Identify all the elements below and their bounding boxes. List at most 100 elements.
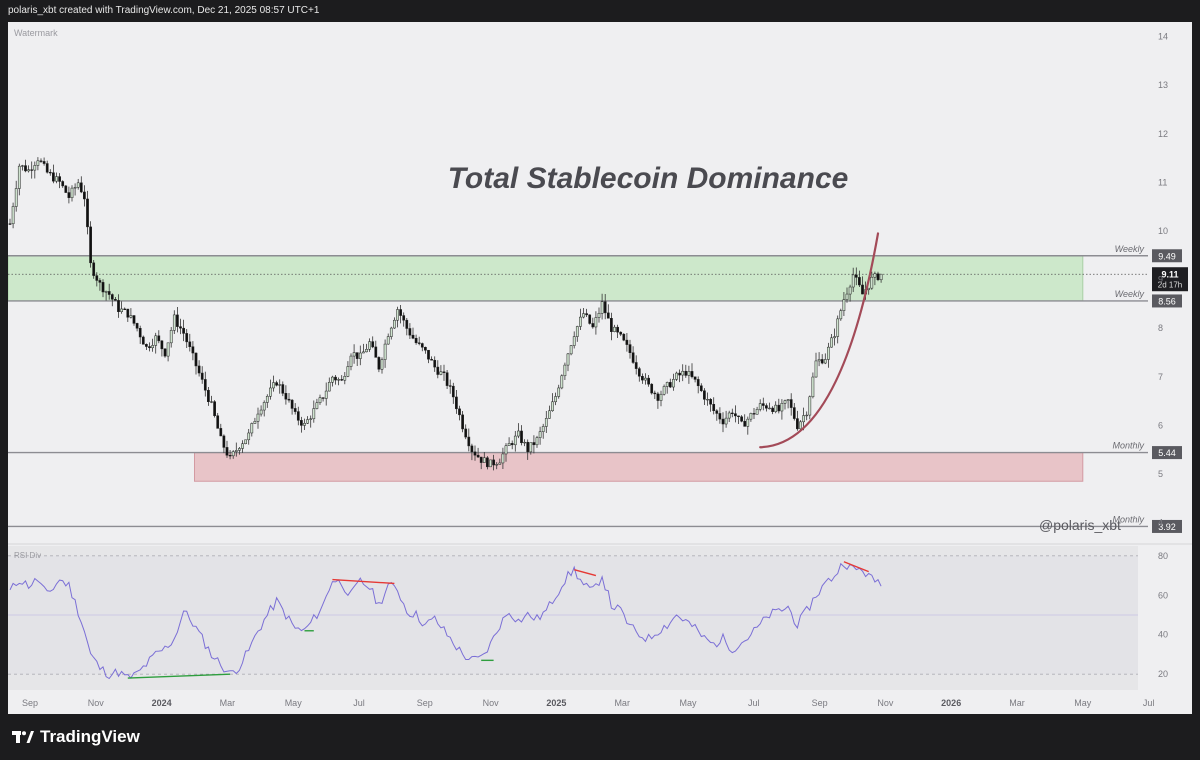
candle — [222, 434, 226, 454]
candle — [544, 411, 548, 433]
candle — [151, 338, 154, 352]
candle — [52, 164, 55, 184]
rsi-band-fill — [8, 555, 1138, 675]
candle — [200, 366, 204, 384]
candle — [693, 376, 697, 383]
candle — [610, 312, 613, 341]
candle — [48, 169, 52, 176]
candle — [836, 315, 840, 344]
candle — [433, 356, 437, 372]
candle — [262, 400, 266, 417]
candle — [861, 276, 864, 295]
rsi-y-tick-label: 60 — [1158, 590, 1168, 600]
candle — [495, 462, 499, 470]
candle — [430, 356, 433, 361]
candle — [265, 394, 269, 408]
x-tick-label: 2025 — [546, 698, 566, 708]
chart-title: Total Stablecoin Dominance — [448, 162, 849, 195]
candle — [730, 408, 734, 418]
candle — [641, 373, 644, 384]
candle — [64, 185, 68, 193]
rsi-y-tick-label: 80 — [1158, 551, 1168, 561]
candle — [238, 447, 241, 455]
candle — [851, 267, 855, 293]
candle — [420, 342, 424, 352]
candle — [86, 190, 89, 235]
y-tick-label: 11 — [1158, 177, 1167, 187]
candle — [870, 271, 874, 290]
candle — [761, 397, 765, 411]
candle — [309, 415, 313, 428]
candle — [486, 456, 489, 470]
candle — [334, 374, 337, 385]
candle — [8, 218, 12, 225]
candle — [709, 398, 712, 412]
level-badge — [1152, 446, 1182, 460]
candle — [244, 439, 247, 445]
candle — [802, 407, 805, 431]
tradingview-logo[interactable]: TradingView — [12, 726, 140, 748]
candle — [154, 332, 158, 354]
bearish-divergence — [332, 578, 395, 585]
candle — [678, 369, 681, 383]
level-tag: Monthly — [1112, 514, 1144, 524]
candle — [517, 423, 520, 439]
candle — [817, 352, 821, 367]
candle — [377, 356, 381, 373]
candle — [405, 317, 409, 336]
candle — [362, 343, 365, 354]
candle — [774, 401, 778, 414]
candle — [504, 443, 508, 462]
level-tag: Monthly — [1112, 441, 1144, 451]
y-tick-label: 5 — [1158, 469, 1163, 479]
candle — [854, 267, 858, 286]
candle — [492, 454, 495, 471]
candle — [597, 307, 601, 323]
candle — [371, 336, 375, 349]
price-chart[interactable]: Watermark Weekly 9.49 Weekly 8.56 Monthly 5.4… — [8, 22, 1192, 714]
candle — [132, 315, 136, 326]
candle — [672, 373, 675, 391]
candle — [163, 348, 167, 358]
candle — [662, 384, 666, 396]
candle — [67, 186, 71, 204]
chart-caption: polaris_xbt created with TradingView.com… — [8, 5, 320, 16]
candle — [24, 159, 27, 173]
candle — [117, 294, 120, 318]
candle — [789, 393, 793, 416]
level-badge-value: 8.56 — [1158, 296, 1176, 306]
candle — [287, 392, 291, 403]
candle — [724, 410, 728, 428]
candle — [569, 344, 573, 356]
candle — [250, 422, 254, 437]
candle — [771, 406, 774, 415]
candle — [358, 345, 362, 366]
x-tick-label: Sep — [812, 698, 828, 708]
candle — [408, 323, 412, 339]
candle — [349, 353, 353, 371]
candle — [591, 317, 595, 329]
level-badge-value: 5.44 — [1158, 448, 1176, 458]
candle — [746, 416, 750, 435]
candle — [681, 364, 685, 382]
candle — [560, 374, 564, 390]
candle — [188, 333, 192, 352]
candle — [737, 415, 740, 425]
x-tick-label: May — [285, 698, 303, 708]
candle — [482, 452, 486, 463]
candle — [554, 392, 557, 406]
green-zone — [8, 255, 1084, 302]
candle — [383, 339, 387, 368]
candle — [734, 405, 737, 423]
candle — [656, 391, 660, 409]
level-badge — [1152, 519, 1182, 533]
candle — [464, 424, 468, 440]
candle — [141, 335, 145, 345]
candle — [346, 361, 350, 378]
candle — [315, 398, 319, 410]
candle — [823, 353, 827, 365]
candle — [380, 357, 384, 374]
candle — [374, 340, 378, 358]
candle — [476, 447, 480, 458]
x-tick-label: 2024 — [152, 698, 172, 708]
